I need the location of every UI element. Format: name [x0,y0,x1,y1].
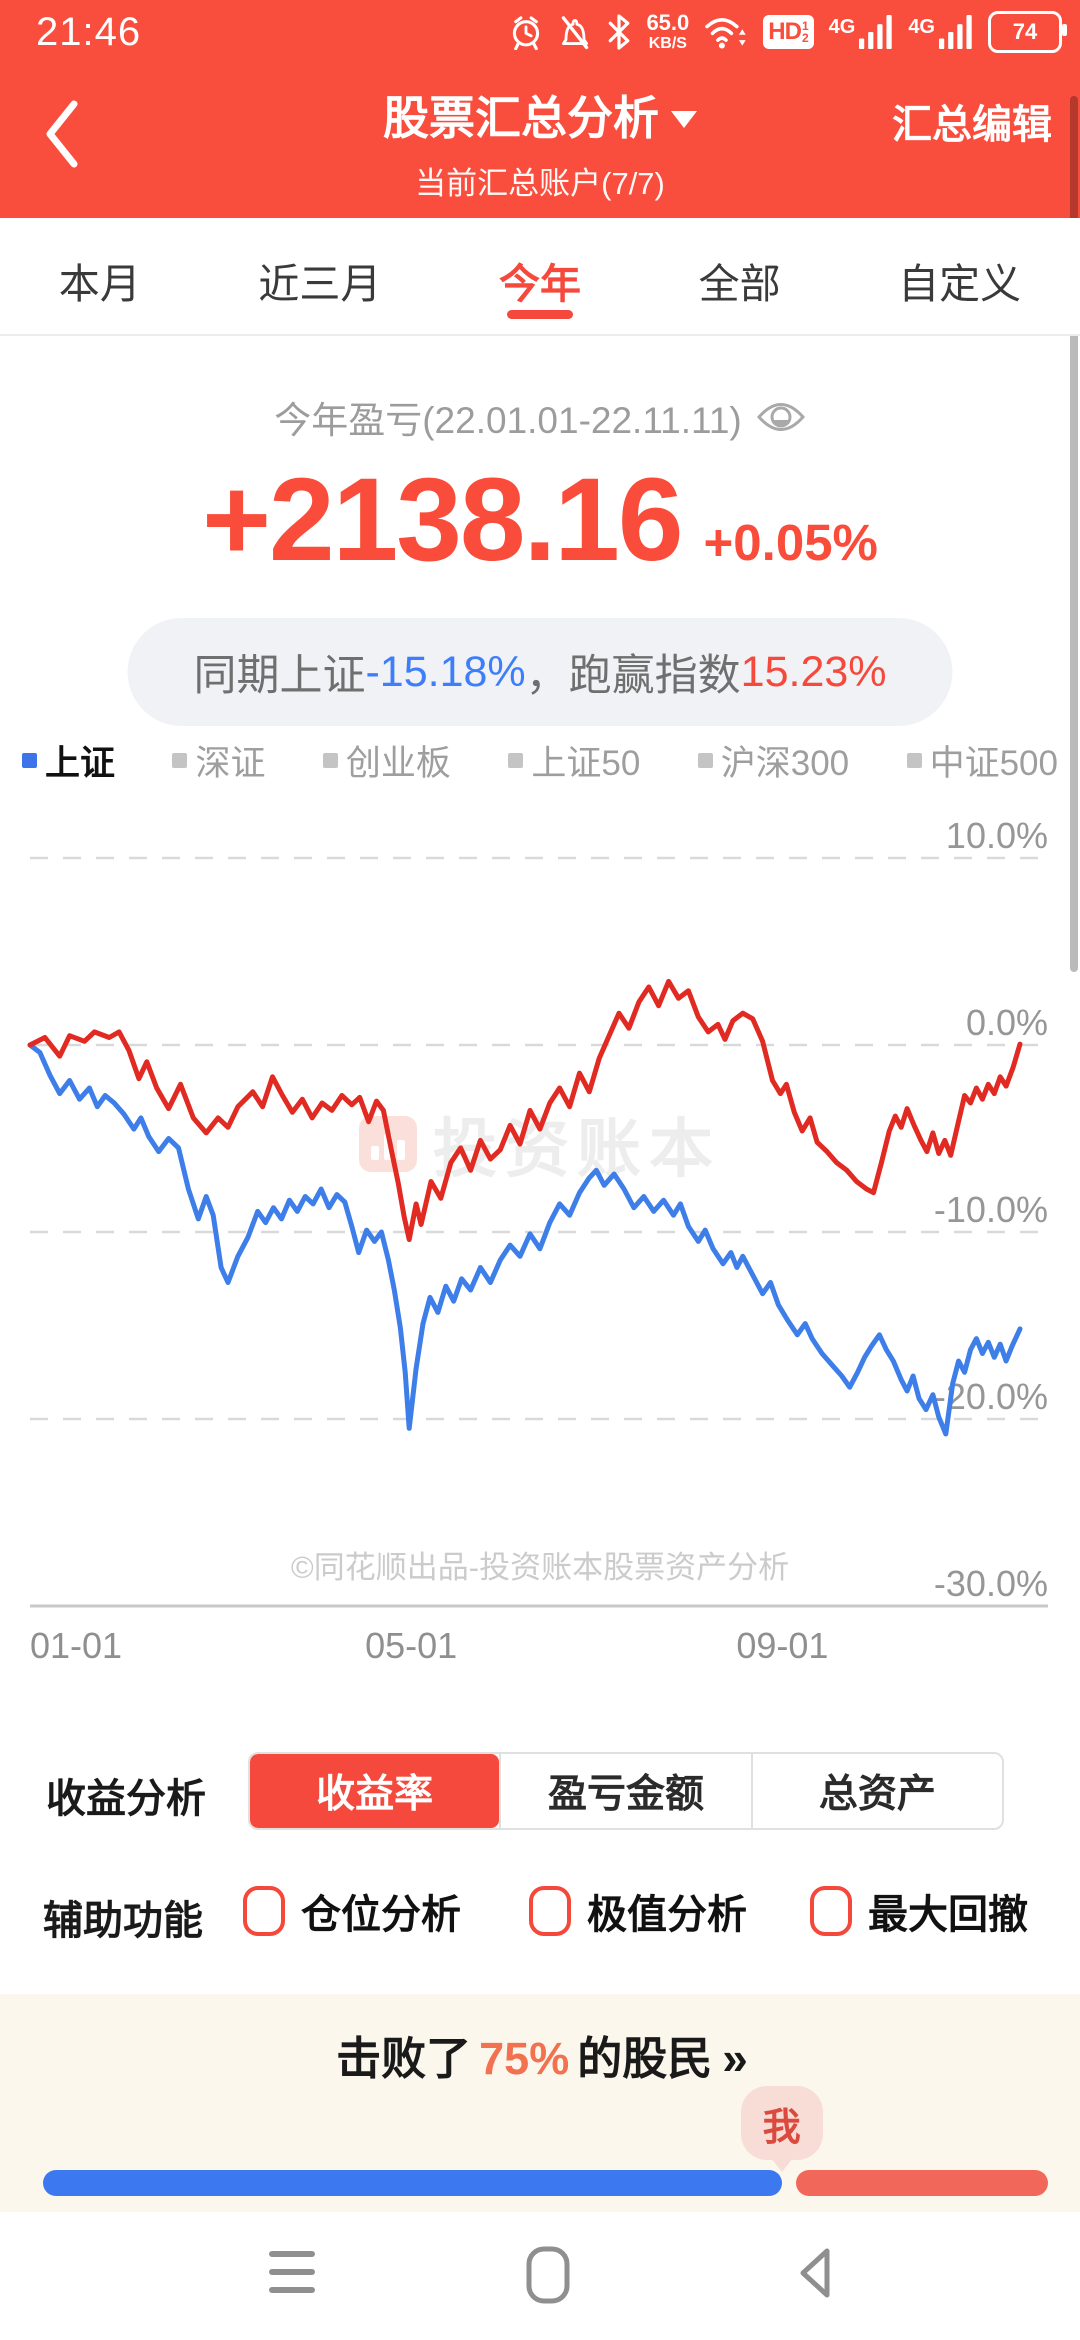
account-subtitle: 当前汇总账户(7/7) [415,166,665,201]
legend-item-csi500[interactable]: 中证500 [906,735,1058,786]
profit-amount: +2138.16 [202,454,683,586]
metric-control-row: 收益分析 收益率 盈亏金额 总资产 [0,1752,1080,1832]
percentile-bar-red [795,2170,1048,2196]
percentile-bar-blue [43,2170,782,2196]
return-line-chart[interactable]: 投资账本 10.0% 0.0% -10.0% -20.0% -30.0% 01-01 05-… [0,820,1080,1660]
back-nav-icon[interactable] [794,2246,834,2300]
double-chevron-icon: » [722,2032,748,2084]
index-return-value: -15.18% [365,647,526,696]
period-label: 今年盈亏(22.01.01-22.11.11) [274,400,742,441]
app-header: 21:46 65.0 KB/S [0,0,1080,218]
svg-text:09-01: 09-01 [736,1625,828,1660]
android-navbar [0,2212,1080,2340]
tab-this-year[interactable]: 今年 [499,218,581,319]
network-speed: 65.0 KB/S [646,10,690,52]
legend-swatch [697,752,713,768]
chart-copyright: ©同花顺出品-投资账本股票资产分析 [290,1550,790,1585]
legend-item-szse[interactable]: 深证 [172,735,265,786]
legend-swatch [22,752,37,768]
chevron-down-icon [671,111,697,128]
segment-profit-amount[interactable]: 盈亏金额 [499,1754,750,1828]
svg-text:10.0%: 10.0% [946,820,1048,856]
beat-percent: 75% [479,2033,570,2084]
tab-3-months[interactable]: 近三月 [258,261,382,307]
segment-total-assets[interactable]: 总资产 [750,1754,1002,1828]
metric-segmented-control: 收益率 盈亏金额 总资产 [248,1752,1004,1830]
svg-text:-30.0%: -30.0% [934,1563,1048,1604]
metric-row-label: 收益分析 [46,1777,206,1821]
svg-text:0.0%: 0.0% [966,1002,1048,1043]
title-dropdown[interactable]: 股票汇总分析 [0,82,1080,148]
wifi-icon [705,18,746,49]
page-title: 股票汇总分析 [383,92,659,144]
legend-swatch [508,752,524,768]
checkbox-max-drawdown[interactable] [810,1886,852,1936]
aux-position-analysis[interactable]: 仓位分析 [243,1882,461,1940]
profit-row: +2138.16 +0.05% [0,452,1080,588]
tab-all[interactable]: 全部 [698,261,781,307]
beat-investors-section: 击败了 75% 的股民» 我 [0,1994,1080,2212]
period-tabs: 本月 近三月 今年 全部 自定义 [0,218,1080,336]
aux-extreme-analysis[interactable]: 极值分析 [529,1882,747,1940]
bell-muted-icon [562,16,589,50]
aux-function-row: 辅助功能 仓位分析 极值分析 最大回撤 [0,1882,1080,1943]
summary-edit-button[interactable]: 汇总编辑 [892,103,1052,147]
recent-apps-icon[interactable] [268,2246,316,2302]
signal-sim1-icon: 4G [829,15,894,49]
beat-investors-link[interactable]: 击败了 75% 的股民» [336,2032,748,2084]
signal-sim2-icon: 4G [908,15,973,49]
segment-return-rate[interactable]: 收益率 [250,1754,500,1828]
tab-custom[interactable]: 自定义 [898,261,1022,307]
checkbox-position-analysis[interactable] [243,1886,285,1936]
aux-max-drawdown[interactable]: 最大回撤 [810,1882,1028,1940]
tab-this-month[interactable]: 本月 [58,261,141,307]
svg-text:05-01: 05-01 [365,1625,457,1660]
profit-percent: +0.05% [703,514,878,571]
status-time: 21:46 [36,10,142,54]
my-position-marker: 我 [740,2086,823,2172]
svg-text:-10.0%: -10.0% [934,1189,1048,1230]
home-icon[interactable] [526,2246,570,2304]
title-bar: 股票汇总分析 当前汇总账户(7/7) 汇总编辑 [0,62,1080,218]
legend-item-sse[interactable]: 上证 [22,735,115,786]
index-compare-pill: 同期上证 -15.18% ，跑赢指数 15.23% [127,618,953,726]
legend-item-csi300[interactable]: 沪深300 [697,735,849,786]
index-legend: 上证 深证 创业板 上证50 沪深300 中证500 [0,736,1080,784]
legend-swatch [322,752,338,768]
aux-row-label: 辅助功能 [43,1899,203,1943]
legend-swatch [172,752,188,768]
percentile-bar [43,2170,1048,2196]
svg-text:01-01: 01-01 [30,1625,122,1660]
checkbox-extreme-analysis[interactable] [529,1886,571,1936]
back-button[interactable] [40,98,84,170]
legend-item-chinext[interactable]: 创业板 [322,735,451,786]
legend-swatch [906,752,922,768]
battery-icon: 74 [988,11,1067,53]
alarm-icon [513,16,540,50]
bluetooth-icon [609,14,630,50]
scrollbar[interactable] [1070,96,1078,972]
tab-underline [506,310,573,319]
beat-index-value: 15.23% [740,647,887,696]
status-bar: 21:46 65.0 KB/S [0,0,1080,62]
period-row: 今年盈亏(22.01.01-22.11.11) [0,390,1080,444]
legend-item-sse50[interactable]: 上证50 [508,735,640,786]
eye-icon[interactable] [756,399,806,435]
